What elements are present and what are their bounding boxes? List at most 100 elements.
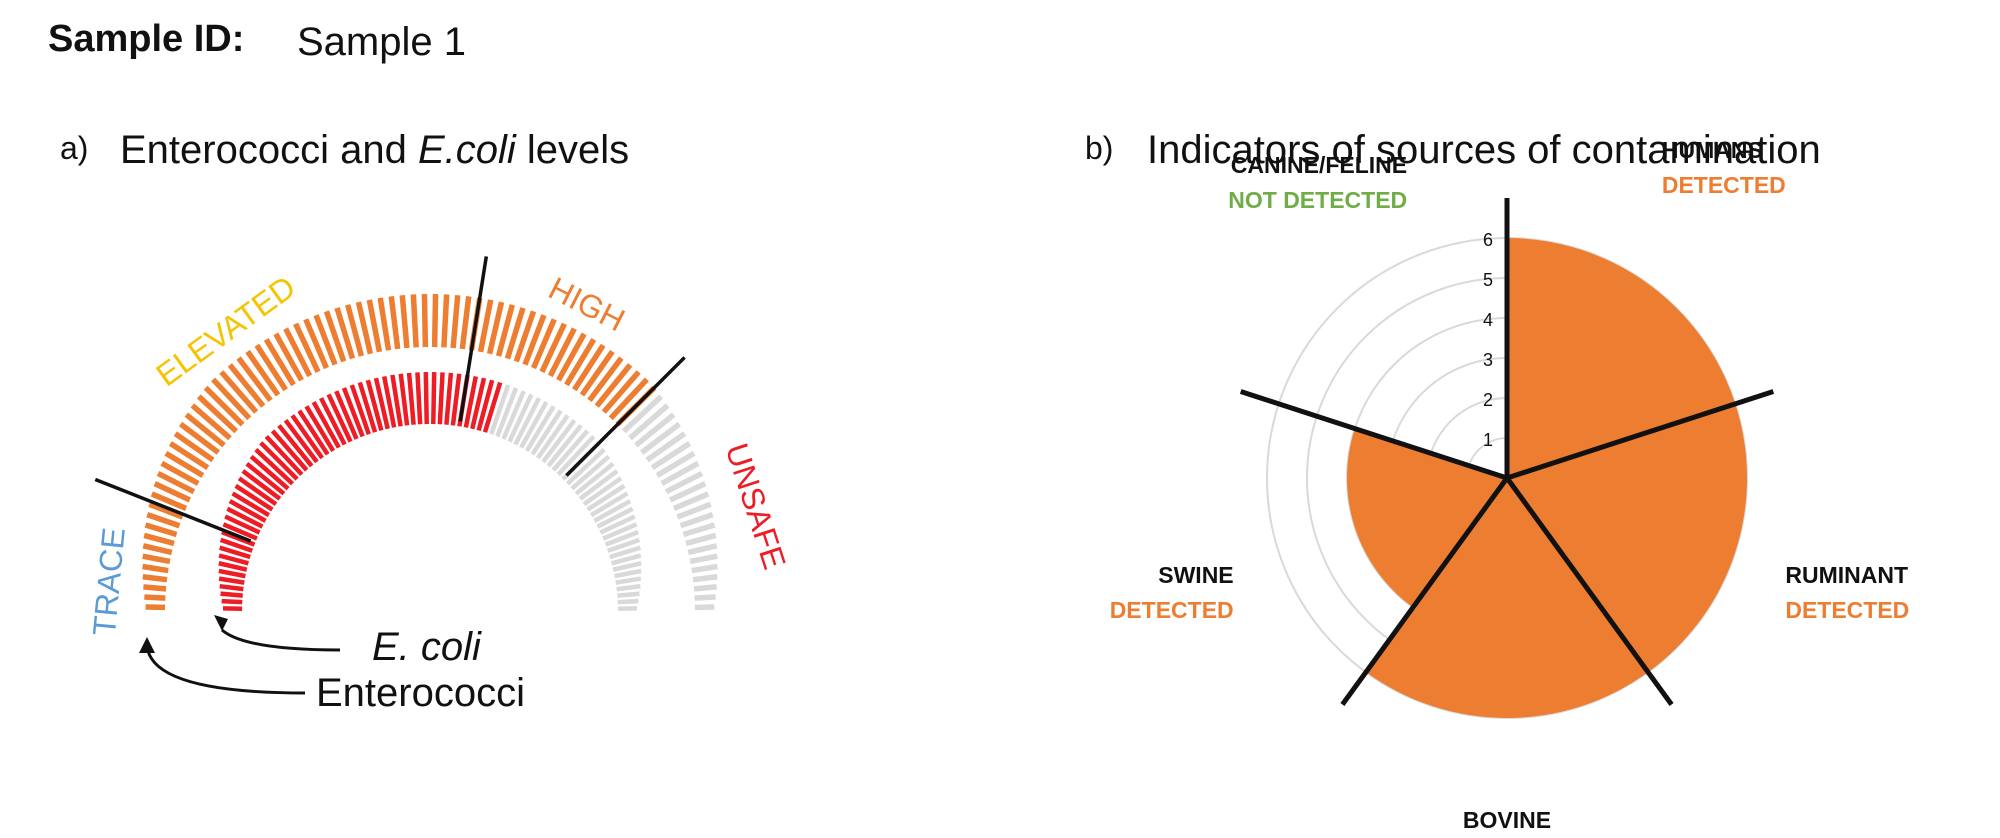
ecoli-bar: [556, 434, 596, 477]
enterococci-bar: [303, 318, 329, 370]
enterococci-bar: [650, 441, 692, 470]
enterococci-bar: [190, 403, 232, 441]
enterococci-bar: [144, 594, 166, 601]
ecoli-bar: [574, 461, 615, 496]
enterococci-label: Enterococci: [316, 671, 525, 715]
enterococci-bar: [168, 441, 210, 470]
enterococci-bar: [689, 553, 718, 565]
enterococci-bar: [572, 343, 606, 392]
enterococci-bar: [355, 301, 374, 355]
enterococci-bar: [486, 301, 505, 355]
ecoli-bar: [220, 591, 243, 598]
ecoli-arrow: [221, 628, 341, 652]
radar-spoke: [1340, 476, 1510, 706]
category-name-swine: SWINE: [1158, 562, 1233, 588]
ecoli-bar: [611, 553, 642, 566]
ecoli-bar: [423, 371, 429, 425]
enterococci-bar: [431, 294, 439, 348]
ecoli-bar: [524, 405, 556, 453]
enterococci-bar: [655, 450, 696, 478]
enterococci-bar: [143, 584, 167, 592]
ecoli-bar: [578, 469, 619, 501]
enterococci-bar: [421, 294, 429, 348]
sample-id-label: Sample ID:: [48, 18, 245, 60]
enterococci-bar: [441, 294, 450, 348]
ecoli-bar: [381, 375, 397, 428]
category-name-humans: HUMANS: [1662, 137, 1763, 163]
ecoli-bar: [570, 454, 611, 491]
ecoli-bar: [519, 401, 549, 449]
enterococci-bar: [682, 522, 716, 538]
ecoli-bar: [582, 476, 623, 507]
enterococci-bar: [150, 491, 188, 511]
ecoli-bar: [221, 529, 256, 547]
ecoli-bar: [224, 514, 261, 535]
ecoli-bar: [604, 529, 639, 547]
radar-sector-humans: [1507, 238, 1736, 478]
ecoli-bar: [264, 434, 304, 477]
ecoli-bar: [390, 374, 403, 427]
ecoli-bar: [596, 506, 634, 529]
ecoli-bar: [277, 424, 314, 468]
radar-sector-ruminant: [1507, 403, 1747, 673]
ecoli-bar: [607, 537, 641, 553]
ecoli-bar: [249, 454, 290, 491]
enterococci-bar: [178, 421, 221, 455]
ecoli-bar: [219, 583, 244, 592]
ecoli-bar: [450, 373, 462, 426]
ecoli-bar: [283, 418, 319, 464]
ecoli-bar: [530, 409, 563, 456]
ecoli-bar: [297, 409, 330, 456]
ecoli-bar: [311, 401, 341, 449]
enterococci-bar: [660, 460, 700, 486]
ecoli-bar: [219, 545, 251, 560]
enterococci-bar: [556, 332, 587, 382]
ecoli-bar: [245, 461, 286, 496]
enterococci-bar: [196, 394, 239, 434]
enterococci-bar: [283, 327, 313, 378]
category-status-ruminant: DETECTED: [1785, 597, 1909, 623]
ecoli-bar: [219, 537, 253, 553]
radar-spoke: [1239, 389, 1508, 481]
enterococci-bar: [477, 299, 494, 353]
enterococci-bar: [323, 310, 347, 363]
enterococci-bar: [273, 332, 304, 382]
enterococci-bar: [594, 363, 633, 408]
enterococci-bar: [579, 349, 615, 397]
enterococci-arrow: [145, 644, 306, 695]
radar-tick-label: 2: [1483, 390, 1493, 410]
ecoli-bar: [357, 381, 378, 433]
enterococci-bar: [184, 412, 226, 448]
ecoli-bar: [593, 499, 632, 523]
enterococci-bar: [685, 532, 717, 547]
enterococci-bar: [313, 314, 338, 366]
enterococci-bar: [399, 294, 410, 349]
ecoli-bar: [546, 424, 583, 468]
ecoli-bar: [616, 583, 641, 592]
ecoli-bar: [602, 522, 638, 541]
ecoli-bar: [373, 377, 390, 430]
enterococci-bar: [146, 512, 181, 529]
radar-tick-label: 4: [1483, 310, 1493, 330]
ecoli-bar: [231, 491, 271, 518]
enterococci-bar: [672, 491, 710, 511]
enterococci-bar: [160, 460, 200, 486]
ecoli-bar: [599, 514, 636, 535]
ecoli-bar: [482, 381, 503, 433]
ecoli-bar: [226, 506, 264, 529]
radar-sector-bovine: [1365, 478, 1649, 719]
ecoli-bar: [319, 397, 347, 446]
radar-chart: 1 2 3 4 5 6 HUMANS DETECTED RUMINANT DETECTED BOVI…: [1110, 137, 1910, 833]
zone-boundary-line: [94, 477, 252, 543]
ecoli-bar: [614, 568, 642, 579]
ecoli-bar: [501, 390, 526, 440]
ecoli-bar: [234, 483, 274, 512]
category-status-humans: DETECTED: [1662, 172, 1786, 198]
enterococci-bar: [679, 512, 714, 529]
enterococci-bar: [219, 370, 259, 414]
enterococci-bar: [148, 501, 184, 520]
ecoli-bar: [431, 371, 437, 425]
enterococci-bar: [495, 304, 515, 357]
radar-tick-label: 3: [1483, 350, 1493, 370]
zone-label-high: HIGH: [543, 270, 631, 338]
